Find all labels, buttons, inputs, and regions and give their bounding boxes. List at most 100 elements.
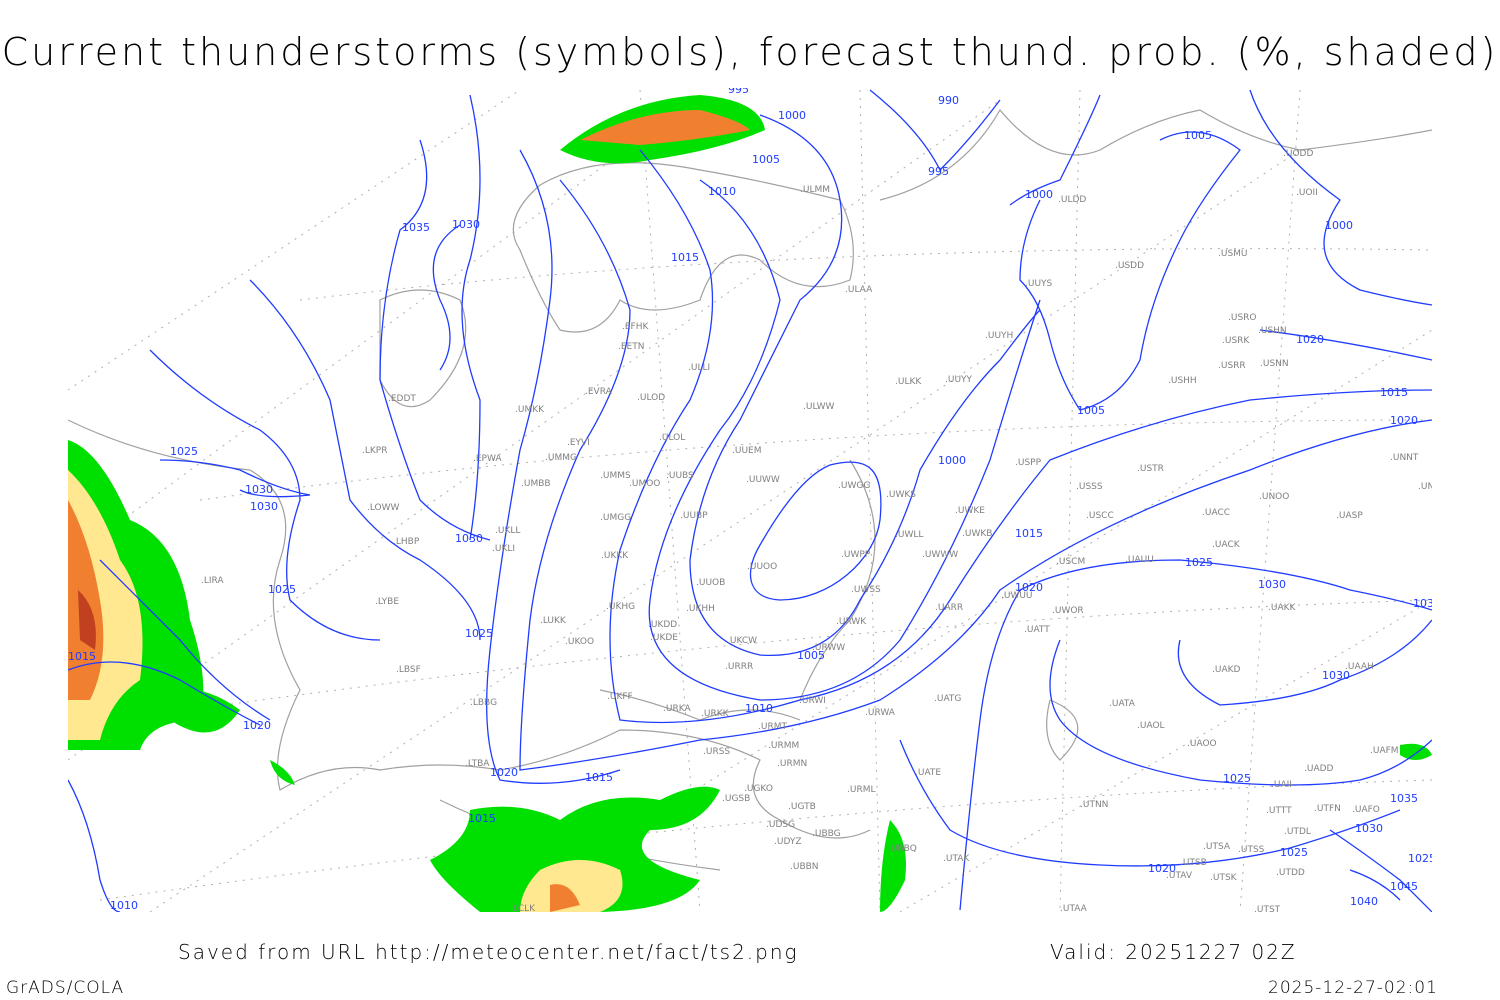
station-label: .URWA <box>865 708 896 718</box>
station-label: .USRK <box>1222 336 1250 346</box>
station-label: .UATG <box>934 694 961 704</box>
isobar-label: 995 <box>928 165 949 178</box>
station-label: .UGTB <box>788 802 816 812</box>
station-label: .EFHK <box>622 322 649 332</box>
lat-lon-grid <box>68 89 1432 912</box>
station-label: .UWPP <box>841 550 871 560</box>
station-label: .USSS <box>1076 482 1103 492</box>
station-label: .ULLI <box>688 363 710 373</box>
station-label: .UKCW <box>727 636 757 646</box>
station-label: .UWKS <box>886 490 916 500</box>
station-label: .UUEM <box>732 446 762 456</box>
station-label: .UUYS <box>1025 279 1053 289</box>
isobar-label: 1010 <box>110 899 138 912</box>
station-label: .UNNT <box>1390 453 1419 463</box>
thunderstorm-probability-shading <box>68 95 1432 912</box>
station-label: .EYVI <box>567 438 590 448</box>
station-label: .USCC <box>1086 511 1114 521</box>
isobar-label: 1010 <box>708 185 736 198</box>
station-label: .UKHG <box>606 602 635 612</box>
isobar-label: 1015 <box>1015 527 1043 540</box>
station-label: .USTR <box>1137 464 1164 474</box>
station-label: .LHBP <box>393 537 420 547</box>
isobar-label: 1030 <box>452 218 480 231</box>
station-label: .ULWW <box>803 402 835 412</box>
isobar-label: 1015 <box>1380 386 1408 399</box>
station-label: .USRR <box>1218 361 1246 371</box>
station-label: .USHH <box>1168 376 1197 386</box>
station-label: .URKK <box>701 709 730 719</box>
station-label: .ULOL <box>659 433 685 443</box>
isobar-label: 1015 <box>468 812 496 825</box>
isobar-label: 990 <box>938 94 959 107</box>
isobar-label: 1020 <box>1296 333 1324 346</box>
weather-map: 995 990 1000 1005 1010 1015 1035 1030 1000 995 100… <box>68 88 1432 912</box>
station-label: .URWW <box>812 643 845 653</box>
isobar-label: 1045 <box>1390 880 1418 893</box>
isobar-label: 1030 <box>455 532 483 545</box>
isobar-label: 1030 <box>1258 578 1286 591</box>
station-label: .UAUU <box>1125 555 1154 565</box>
isobar-label: 1035 <box>402 221 430 234</box>
isobar-label: 1040 <box>1350 895 1378 908</box>
station-label: .LTBA <box>465 759 490 769</box>
station-label: .UUBS <box>666 471 694 481</box>
station-label: .UTDD <box>1276 868 1305 878</box>
station-label: .LKPR <box>362 446 387 456</box>
station-label: .UMKK <box>515 405 545 415</box>
station-label: .UUBP <box>680 511 708 521</box>
isobar-label: 1020 <box>1015 581 1043 594</box>
station-label: .URWI <box>799 696 826 706</box>
station-label: .UDSG <box>766 820 795 830</box>
station-label: .LOWW <box>367 503 400 513</box>
station-label: .UTSK <box>1210 873 1238 883</box>
station-label: .USDD <box>1115 261 1144 271</box>
station-label: .UWLL <box>895 530 923 540</box>
station-label: .UMGG <box>600 513 631 523</box>
station-label: .UTAV <box>1166 871 1193 881</box>
station-label: .ULAA <box>845 285 873 295</box>
station-label: .LBSF <box>396 665 421 675</box>
station-label: .UTST <box>1254 905 1281 912</box>
station-label: .ULMM <box>800 185 830 195</box>
isobar-label: 995 <box>728 88 749 96</box>
map-title: Current thunderstorms (symbols), forecas… <box>1 30 1499 74</box>
render-timestamp: 2025-12-27-02:01 <box>1268 978 1438 998</box>
station-label: .UTSS <box>1238 845 1265 855</box>
isobar-label: 1010 <box>745 702 773 715</box>
station-label: .URMM <box>768 741 799 751</box>
station-label: .EDDT <box>388 394 416 404</box>
station-label: .UWUU <box>1001 591 1033 601</box>
isobar-label: 1035 <box>1390 792 1418 805</box>
station-label: .UASP <box>1336 511 1363 521</box>
station-labels: .ULMM .ULDD .UODD .UOII .USMU .USDD .UUYS .ULAA… <box>201 149 1432 912</box>
station-label: .UAFO <box>1352 805 1380 815</box>
station-label: .UKDD <box>648 620 677 630</box>
station-label: .UMMS <box>600 471 631 481</box>
isobar-label: 1005 <box>1184 129 1212 142</box>
station-label: .UKHH <box>686 604 715 614</box>
station-label: .LYBE <box>375 597 399 607</box>
isobar-label: 1015 <box>585 771 613 784</box>
station-label: .UKLL <box>495 526 520 536</box>
station-label: .UTSB <box>1180 858 1207 868</box>
station-label: .UACK <box>1212 540 1241 550</box>
isobar-label: 1025 <box>1408 852 1432 865</box>
station-label: .UTDL <box>1284 827 1311 837</box>
station-label: .UADD <box>1304 764 1334 774</box>
station-label: .UARR <box>935 603 963 613</box>
isobars <box>68 89 1432 912</box>
station-label: .UWKE <box>955 506 985 516</box>
station-label: .URSS <box>703 747 730 757</box>
station-label: .UAOL <box>1137 721 1165 731</box>
station-label: .UUWW <box>746 475 780 485</box>
isobar-label: 1000 <box>938 454 966 467</box>
station-label: .UMOO <box>629 479 660 489</box>
station-label: .URMN <box>777 759 807 769</box>
isobar-label: 1025 <box>268 583 296 596</box>
station-label: .UAAH <box>1345 662 1374 672</box>
station-label: .URRR <box>725 662 753 672</box>
isobar-label: 1030 <box>250 500 278 513</box>
station-label: .USMU <box>1218 249 1248 259</box>
station-label: .EPWA <box>473 454 502 464</box>
